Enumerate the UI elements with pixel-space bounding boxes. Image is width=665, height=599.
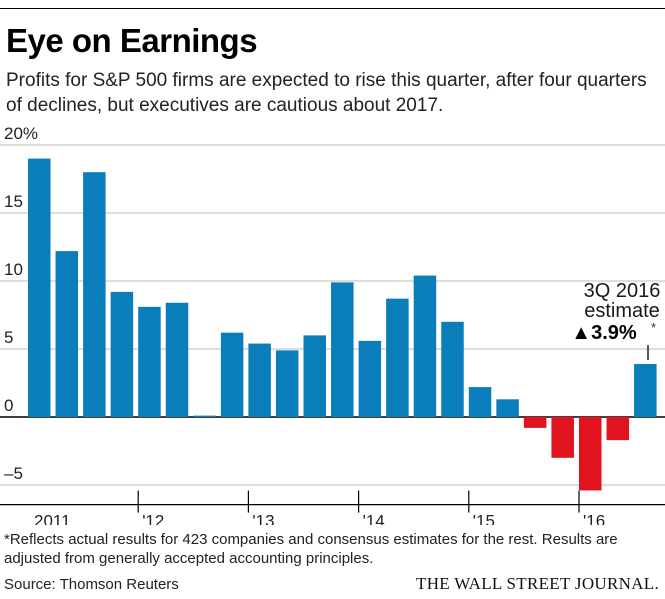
bar-chart: 20% 15 10 5 0 –5 2011 '12 '13 '14 '15 '16 3Q 2016 … <box>0 124 665 525</box>
chart-title: Eye on Earnings <box>6 22 258 59</box>
bar <box>28 158 51 417</box>
bar <box>579 417 602 491</box>
bar <box>110 291 134 417</box>
x-axis: 2011 '12 '13 '14 '15 '16 <box>0 490 665 525</box>
bar <box>83 172 106 417</box>
x-tick-label: '15 <box>473 512 495 525</box>
y-tick-label: 0 <box>4 396 13 415</box>
bar <box>551 417 574 458</box>
y-tick-label: –5 <box>4 464 23 483</box>
bar <box>386 298 409 417</box>
top-rule <box>0 8 665 9</box>
bar <box>220 332 244 417</box>
bar <box>441 321 464 417</box>
annotation: 3Q 2016 estimate ▲3.9% * <box>571 280 660 360</box>
bar <box>55 251 79 417</box>
footnote: *Reflects actual results for 423 compani… <box>4 531 618 567</box>
bar <box>138 306 161 417</box>
x-tick-label: '14 <box>363 512 385 525</box>
y-tick-labels: 20% 15 10 5 0 –5 <box>4 124 38 483</box>
x-tick-label: 2011 <box>34 512 71 525</box>
bar <box>193 415 216 417</box>
bar <box>303 335 326 417</box>
publisher-logo: THE WALL STREET JOURNAL. <box>416 574 659 593</box>
bar <box>468 387 492 417</box>
bar <box>496 399 519 417</box>
chart-subtitle: Profits for S&P 500 firms are expected t… <box>6 70 647 116</box>
bar <box>634 363 657 417</box>
bars <box>28 158 657 491</box>
bar <box>413 275 437 417</box>
annotation-value: ▲3.9% <box>571 322 637 344</box>
bar <box>165 302 189 417</box>
bar <box>248 343 271 417</box>
x-tick-label: '12 <box>142 512 164 525</box>
annotation-line2: estimate <box>584 300 660 322</box>
y-tick-label: 10 <box>4 260 23 279</box>
source: Source: Thomson Reuters <box>4 576 179 593</box>
y-tick-label: 20% <box>4 124 38 143</box>
bar <box>606 417 630 441</box>
x-tick-label: '16 <box>583 512 605 525</box>
bar <box>358 340 382 417</box>
y-tick-label: 5 <box>4 328 13 347</box>
bar <box>523 417 547 428</box>
annotation-line1: 3Q 2016 <box>584 280 661 302</box>
x-tick-label: '13 <box>252 512 274 525</box>
annotation-marker: * <box>651 320 656 335</box>
y-tick-label: 15 <box>4 192 23 211</box>
bar <box>331 282 354 417</box>
bar <box>275 350 299 417</box>
